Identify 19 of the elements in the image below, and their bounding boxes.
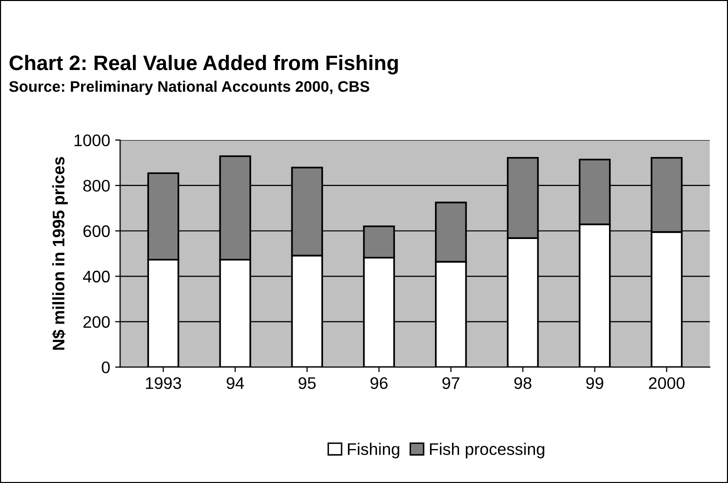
x-tick-label: 94 — [226, 377, 244, 390]
x-tick-label: 96 — [370, 377, 388, 390]
x-tick-label: 97 — [442, 377, 460, 390]
x-tick-label: 99 — [586, 377, 604, 390]
x-tick-label: 2000 — [648, 377, 685, 390]
x-tick-label: 95 — [298, 377, 316, 390]
y-tick-label: 200 — [83, 316, 110, 328]
y-tick-label: 800 — [83, 180, 110, 192]
y-tick-label: 400 — [82, 270, 110, 282]
x-tick-label: 1993 — [146, 377, 182, 390]
legend-label: Fishing — [348, 442, 400, 458]
x-tick-label: 98 — [514, 377, 532, 390]
y-tick-label: 0 — [102, 361, 110, 374]
y-tick-label: 600 — [83, 225, 110, 238]
chart-subtitle: Source: Preliminary National Accounts 2000, CBS — [9, 80, 370, 95]
y-axis-title: N$ million in 1995 prices — [52, 156, 68, 350]
y-tick-label: 1000 — [74, 134, 110, 146]
legend-label: Fish processing — [430, 442, 544, 458]
chart-title: Chart 2: Real Value Added from Fishing — [10, 54, 398, 74]
